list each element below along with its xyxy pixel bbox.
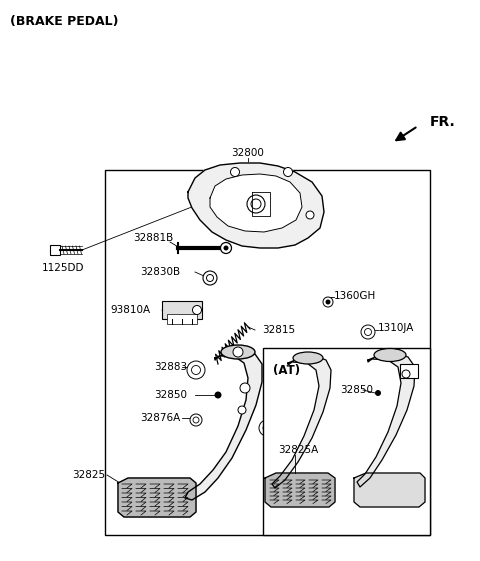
- Circle shape: [192, 366, 201, 375]
- Bar: [162, 301, 202, 319]
- Circle shape: [193, 417, 199, 423]
- Text: 32883: 32883: [154, 362, 187, 372]
- Text: 32825: 32825: [72, 470, 105, 480]
- Text: 32850: 32850: [340, 385, 373, 395]
- Polygon shape: [210, 174, 302, 232]
- Bar: [400, 364, 418, 378]
- Circle shape: [247, 195, 265, 213]
- Circle shape: [263, 424, 271, 432]
- Polygon shape: [357, 353, 415, 487]
- Bar: [50, 245, 60, 255]
- Circle shape: [233, 347, 243, 357]
- Ellipse shape: [221, 345, 255, 359]
- Text: 32876A: 32876A: [140, 413, 180, 423]
- Circle shape: [251, 199, 261, 209]
- Bar: [105, 170, 430, 535]
- Ellipse shape: [293, 352, 323, 364]
- Circle shape: [230, 168, 240, 177]
- Text: 32815: 32815: [262, 325, 295, 335]
- Text: FR.: FR.: [430, 115, 456, 129]
- Text: 32850: 32850: [154, 390, 187, 400]
- Circle shape: [361, 325, 375, 339]
- Text: 32825A: 32825A: [278, 445, 318, 455]
- Circle shape: [323, 297, 333, 307]
- Polygon shape: [118, 478, 196, 517]
- Polygon shape: [354, 473, 425, 507]
- Bar: [263, 348, 430, 535]
- Text: 32830B: 32830B: [140, 267, 180, 277]
- Text: (BRAKE PEDAL): (BRAKE PEDAL): [10, 15, 119, 28]
- Circle shape: [306, 211, 314, 219]
- Polygon shape: [272, 356, 331, 488]
- Circle shape: [203, 271, 217, 285]
- Text: 32883: 32883: [278, 422, 311, 432]
- Polygon shape: [188, 163, 324, 248]
- Circle shape: [284, 168, 292, 177]
- Circle shape: [224, 246, 228, 251]
- Ellipse shape: [374, 348, 406, 361]
- Polygon shape: [265, 473, 335, 507]
- Circle shape: [375, 390, 381, 396]
- Circle shape: [325, 300, 331, 305]
- Circle shape: [215, 392, 221, 398]
- Text: (AT): (AT): [273, 364, 300, 377]
- Polygon shape: [252, 192, 270, 216]
- Circle shape: [220, 242, 231, 254]
- Circle shape: [240, 383, 250, 393]
- Circle shape: [238, 406, 246, 414]
- Text: 1360GH: 1360GH: [334, 291, 376, 301]
- Circle shape: [259, 420, 275, 436]
- Text: 1310JA: 1310JA: [378, 323, 414, 333]
- Text: 32881B: 32881B: [133, 233, 173, 243]
- Circle shape: [364, 329, 372, 335]
- Circle shape: [206, 274, 214, 282]
- Circle shape: [192, 306, 202, 315]
- Bar: [167, 314, 197, 324]
- Circle shape: [402, 370, 410, 378]
- Circle shape: [187, 361, 205, 379]
- Text: 32800: 32800: [231, 148, 264, 158]
- Circle shape: [190, 414, 202, 426]
- Polygon shape: [185, 350, 262, 500]
- Text: 93810A: 93810A: [110, 305, 150, 315]
- Text: 1125DD: 1125DD: [42, 263, 84, 273]
